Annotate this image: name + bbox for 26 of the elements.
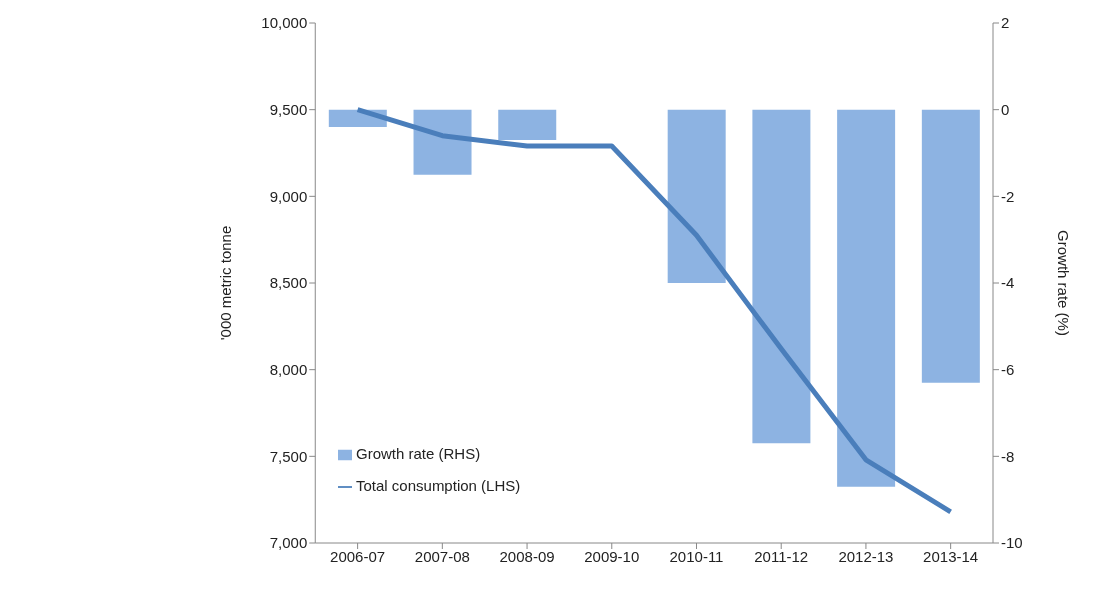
x-tick-label: 2011-12 [754, 547, 809, 565]
x-tick-label: 2013-14 [923, 547, 979, 565]
x-tick-label: 2009-10 [584, 547, 640, 565]
y2-tick-label: -2 [1001, 187, 1015, 205]
y2-tick-label: 2 [1001, 14, 1010, 32]
x-tick-label: 2008-09 [499, 547, 555, 565]
y-axis-title: '000 metric tonne [216, 225, 234, 341]
y-tick-label: 10,000 [261, 14, 308, 32]
y-tick-label: 8,500 [269, 274, 308, 292]
x-tick-label: 2006-07 [330, 547, 386, 565]
x-tick-label: 2007-08 [414, 547, 470, 565]
y2-tick-label: -4 [1001, 274, 1015, 292]
y-tick-label: 9,000 [269, 187, 308, 205]
y2-tick-label: -10 [1001, 534, 1023, 552]
legend-label: Total consumption (LHS) [356, 477, 521, 494]
y2-tick-label: 0 [1001, 100, 1010, 118]
y-tick-label: 9,500 [269, 100, 308, 118]
y-tick-label: 7,500 [269, 447, 308, 465]
legend-label: Growth rate (RHS) [356, 445, 481, 462]
y-tick-label: 8,000 [269, 360, 308, 378]
y-tick-label: 7,000 [269, 534, 308, 552]
y2-tick-label: -6 [1001, 360, 1015, 378]
y2-axis-title: Growth rate (%) [1054, 230, 1072, 336]
x-tick-label: 2010-11 [669, 547, 724, 565]
y2-tick-label: -8 [1001, 447, 1015, 465]
x-tick-label: 2012-13 [838, 547, 894, 565]
